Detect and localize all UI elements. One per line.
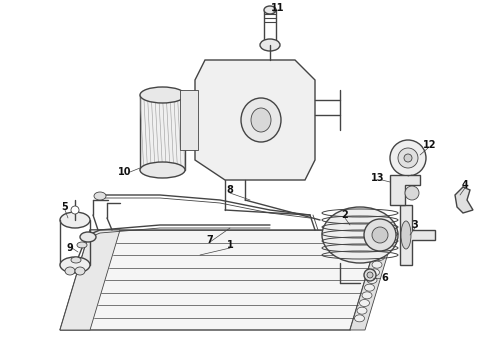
Ellipse shape	[369, 269, 379, 276]
Text: 12: 12	[423, 140, 437, 150]
Ellipse shape	[94, 192, 106, 200]
Ellipse shape	[390, 140, 426, 176]
Ellipse shape	[357, 307, 367, 314]
Ellipse shape	[140, 87, 185, 103]
Text: 3: 3	[412, 220, 418, 230]
Ellipse shape	[374, 253, 385, 261]
Ellipse shape	[77, 242, 87, 248]
Ellipse shape	[401, 221, 411, 249]
Ellipse shape	[71, 206, 79, 214]
Bar	[180, 90, 198, 150]
Ellipse shape	[80, 232, 96, 242]
Polygon shape	[390, 175, 420, 205]
Ellipse shape	[364, 269, 376, 281]
Ellipse shape	[75, 267, 85, 275]
Ellipse shape	[372, 227, 388, 243]
Ellipse shape	[60, 257, 90, 273]
Ellipse shape	[65, 267, 75, 275]
Ellipse shape	[264, 6, 276, 14]
Ellipse shape	[382, 230, 392, 238]
Polygon shape	[455, 187, 473, 213]
Ellipse shape	[367, 272, 373, 278]
Ellipse shape	[241, 98, 281, 142]
Ellipse shape	[404, 154, 412, 162]
Text: 6: 6	[382, 273, 389, 283]
Ellipse shape	[398, 148, 418, 168]
Ellipse shape	[362, 292, 372, 299]
Bar	[140, 95, 185, 170]
Ellipse shape	[405, 186, 419, 200]
Text: 2: 2	[342, 210, 348, 220]
Ellipse shape	[377, 246, 387, 253]
Text: 9: 9	[67, 243, 74, 253]
Text: 13: 13	[371, 173, 385, 183]
Ellipse shape	[354, 315, 365, 322]
Polygon shape	[195, 60, 315, 180]
Polygon shape	[60, 230, 120, 330]
Ellipse shape	[365, 284, 374, 291]
Text: 7: 7	[207, 235, 213, 245]
Ellipse shape	[372, 261, 382, 268]
Text: 10: 10	[118, 167, 132, 177]
Text: 5: 5	[62, 202, 69, 212]
Ellipse shape	[60, 212, 90, 228]
Ellipse shape	[364, 219, 396, 251]
Ellipse shape	[71, 257, 81, 263]
Ellipse shape	[360, 300, 369, 306]
Polygon shape	[60, 230, 380, 330]
Polygon shape	[350, 230, 395, 330]
Ellipse shape	[367, 276, 377, 284]
Ellipse shape	[260, 39, 280, 51]
Ellipse shape	[251, 108, 271, 132]
Ellipse shape	[140, 162, 185, 178]
Ellipse shape	[322, 207, 398, 263]
Text: 8: 8	[226, 185, 233, 195]
Ellipse shape	[379, 238, 390, 245]
Text: 4: 4	[462, 180, 468, 190]
Text: 1: 1	[227, 240, 233, 250]
Text: 11: 11	[271, 3, 285, 13]
Polygon shape	[400, 205, 435, 265]
